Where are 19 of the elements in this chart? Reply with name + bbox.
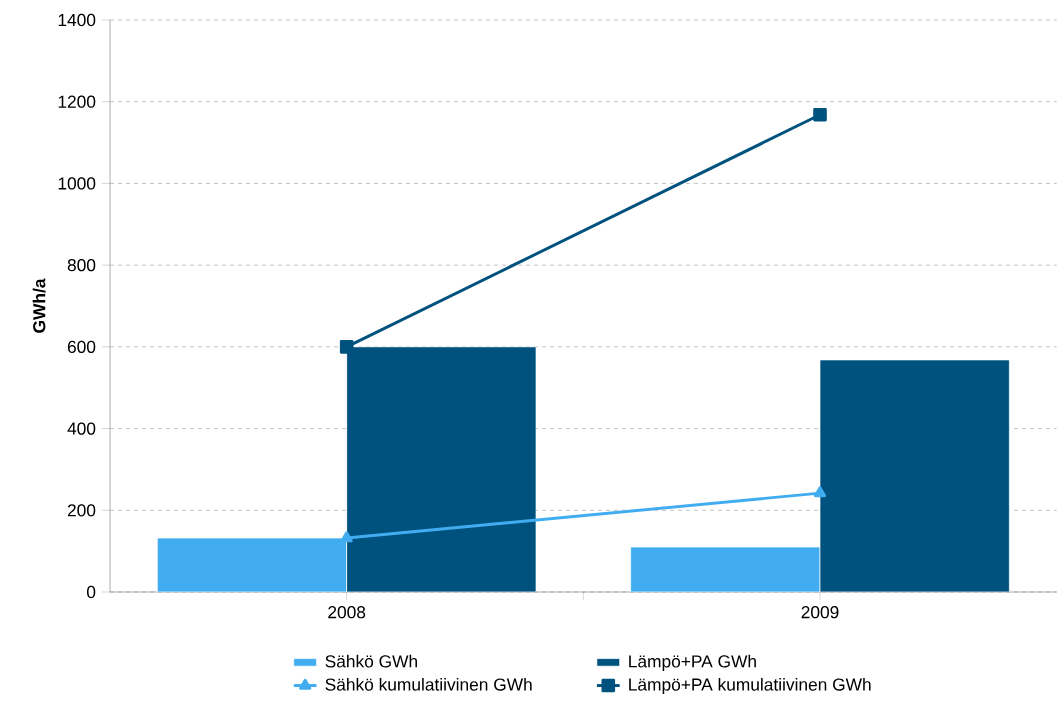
y-tick-label: 600: [67, 340, 96, 353]
x-tick-label: 2009: [801, 606, 839, 619]
point: [339, 340, 354, 354]
legend-label: Sähkö GWh: [325, 654, 417, 668]
y-tick-label: 400: [67, 422, 96, 435]
y-tick-label: 1000: [58, 177, 96, 190]
y-axis-title: GWh/a: [32, 278, 46, 333]
legend-label: Lämpö+PA kumulatiivinen GWh: [629, 677, 871, 695]
point: [813, 107, 827, 122]
y-tick-label: 800: [67, 259, 96, 272]
legend-label: Lämpö+PA GWh: [629, 654, 756, 671]
bar: [819, 359, 1010, 592]
y-tick-label: 1400: [58, 13, 96, 27]
y-tick-label: 1200: [58, 95, 96, 108]
y-tick-label: 200: [67, 504, 96, 517]
y-tick-label: 0: [86, 585, 96, 599]
bar: [630, 546, 821, 592]
legend-label: Sähkö kumulatiivinen GWh: [325, 677, 532, 691]
x-tick-label: 2008: [328, 606, 366, 619]
